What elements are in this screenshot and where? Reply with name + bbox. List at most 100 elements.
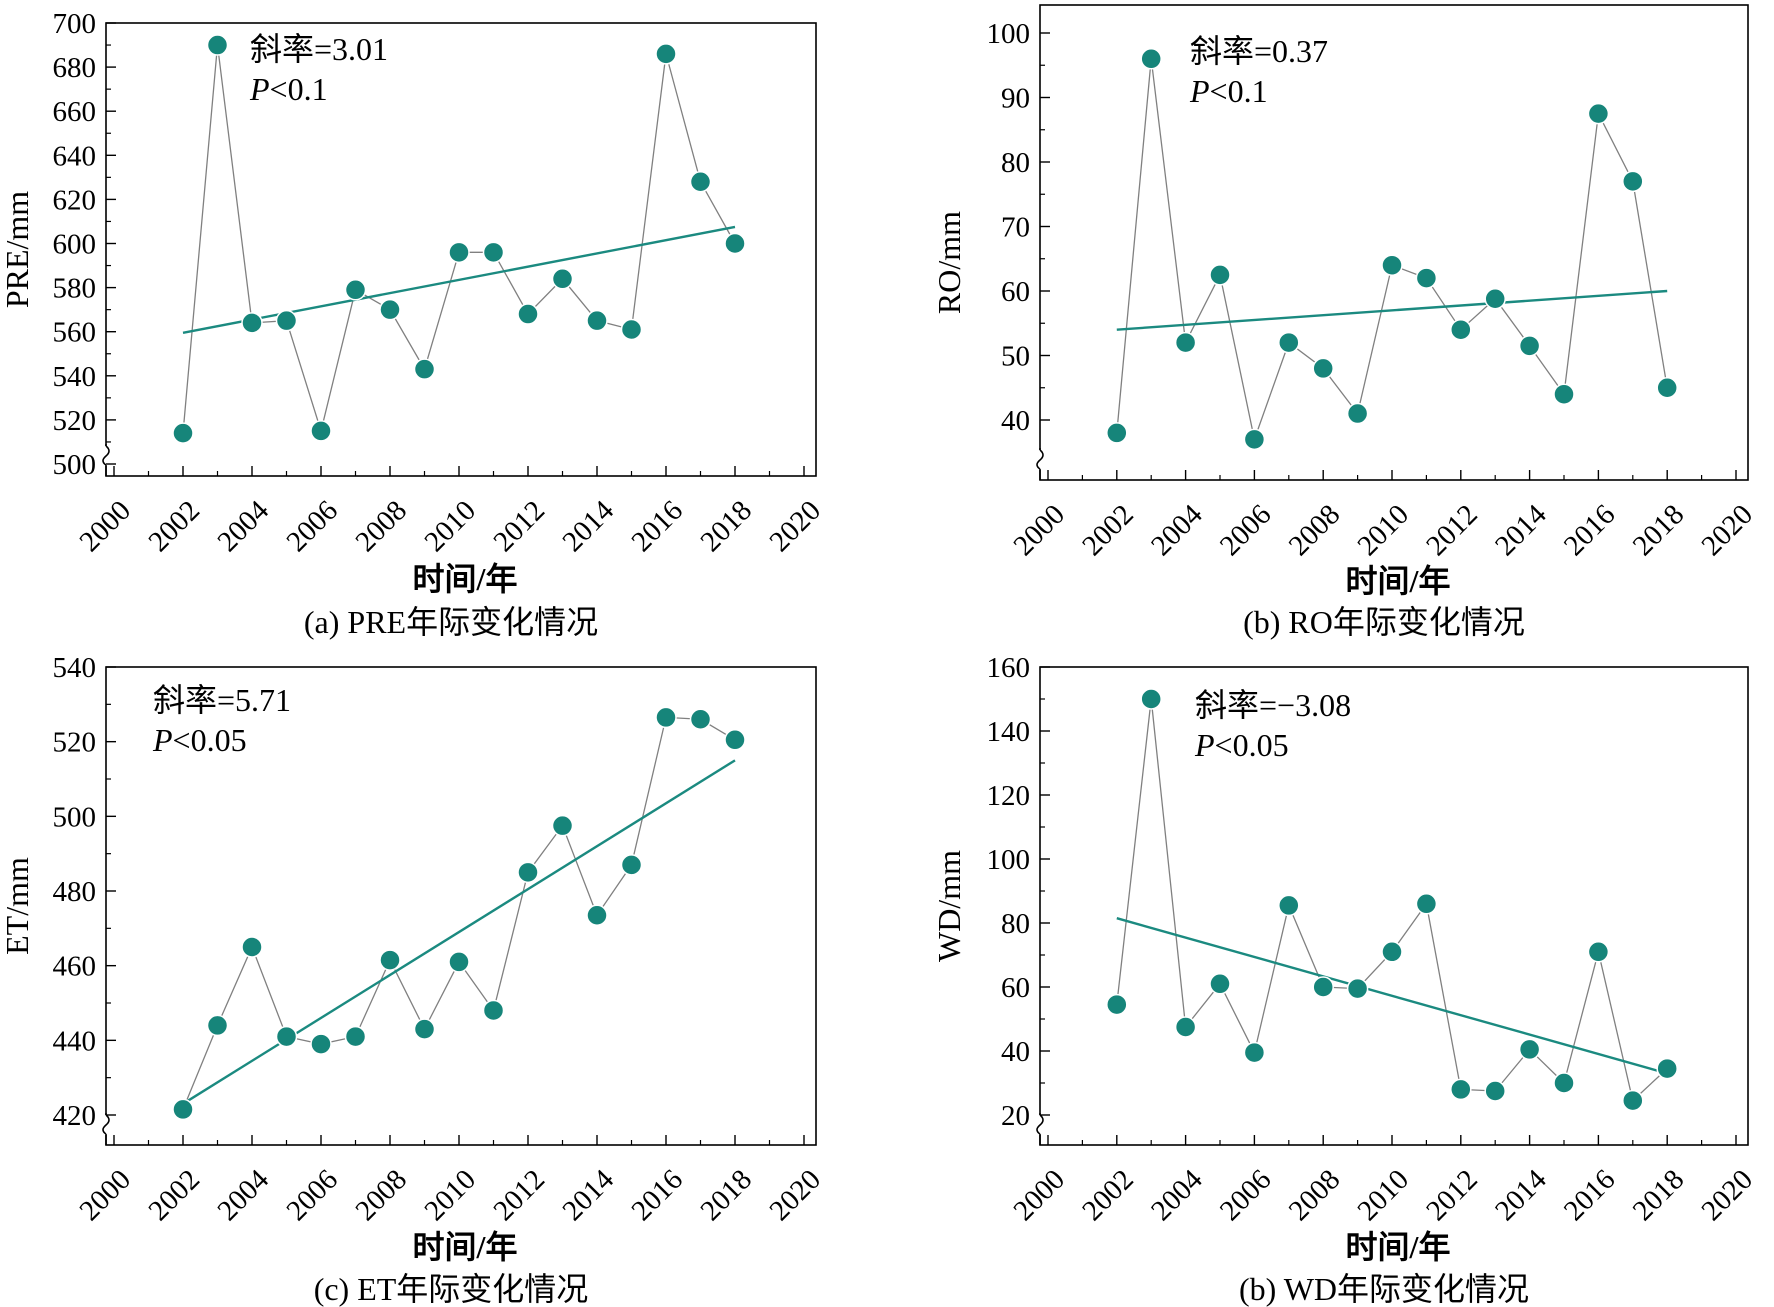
data-point-2008: [379, 949, 401, 971]
panel-caption: (b) WD年际变化情况: [1239, 1271, 1529, 1307]
trend-line: [1116, 289, 1668, 331]
y-tick-label: 60: [1001, 276, 1030, 308]
y-tick-label: 480: [53, 876, 97, 908]
panel-caption: (c) ET年际变化情况: [314, 1271, 589, 1307]
data-point-2014: [1518, 335, 1541, 357]
x-tick-label: 2000: [1007, 1163, 1071, 1227]
x-tick-label: 2000: [73, 1163, 137, 1227]
plot-frame: [105, 22, 817, 477]
data-point-2005: [1209, 973, 1231, 995]
y-tick-label: 60: [1001, 972, 1030, 1004]
y-tick-label: 80: [1001, 147, 1030, 179]
data-point-2005: [275, 309, 298, 332]
data-point-2006: [1243, 1041, 1266, 1064]
chart-panel-d: 20 40 60 80 100 120 140 160 2000 2002 2004 2006 2008…: [931, 652, 1759, 1307]
data-point-2009: [413, 358, 436, 380]
data-point-2008: [1312, 357, 1334, 380]
x-tick-label: 2004: [211, 1163, 275, 1227]
y-tick-label: 20: [1001, 1100, 1030, 1132]
data-point-2007: [344, 1025, 367, 1048]
data-point-2016: [1587, 941, 1610, 963]
data-point-2004: [241, 312, 263, 334]
data-point-2013: [1484, 1080, 1506, 1102]
data-point-2007: [1278, 331, 1300, 354]
slope-annotation: 斜率=5.71: [153, 682, 291, 718]
x-tick-label: 2008: [349, 494, 413, 558]
x-tick-label: 2010: [1351, 498, 1415, 562]
slope-annotation: 斜率=−3.08: [1195, 687, 1351, 723]
y-tick-label: 580: [53, 273, 97, 305]
x-tick-label: 2006: [280, 1163, 344, 1227]
y-axis-title: WD/mm: [931, 850, 967, 962]
y-tick-label: 40: [1001, 405, 1030, 437]
data-point-2017: [1622, 170, 1644, 193]
y-tick-label: 80: [1001, 908, 1030, 940]
data-point-2018: [724, 232, 746, 255]
data-point-2004: [1174, 1016, 1197, 1038]
data-point-2010: [1381, 254, 1403, 276]
data-point-2002: [172, 1098, 194, 1121]
slope-annotation: 斜率=3.01: [250, 31, 388, 67]
y-tick-label: 40: [1001, 1036, 1030, 1068]
data-point-2014: [586, 309, 608, 332]
data-point-2006: [1243, 428, 1266, 451]
x-tick-label: 2020: [763, 1163, 827, 1227]
x-tick-label: 2006: [280, 494, 344, 558]
plot-frame: [1039, 4, 1749, 481]
y-tick-label: 70: [1001, 212, 1030, 244]
y-axis-title: ET/mm: [0, 857, 35, 955]
x-tick-label: 2002: [1076, 1163, 1140, 1227]
data-point-2018: [1656, 377, 1678, 399]
y-tick-label: 90: [1001, 83, 1030, 115]
series-connector-line: [1116, 58, 1668, 442]
x-tick-label: 2014: [1489, 1163, 1553, 1227]
x-tick-label: 2018: [694, 1163, 758, 1227]
data-point-2012: [517, 861, 539, 884]
data-point-2009: [413, 1018, 436, 1040]
data-point-2015: [620, 318, 643, 341]
x-tick-label: 2010: [1351, 1163, 1415, 1227]
x-tick-label: 2018: [694, 494, 758, 558]
data-point-2013: [551, 268, 574, 290]
y-tick-label: 140: [987, 716, 1031, 748]
data-point-2011: [1415, 267, 1438, 289]
data-point-2003: [206, 1014, 229, 1037]
data-point-2016: [655, 706, 677, 729]
y-tick-label: 560: [53, 317, 97, 349]
data-point-2017: [1622, 1089, 1644, 1112]
x-tick-label: 2010: [418, 1163, 482, 1227]
data-point-2005: [275, 1025, 298, 1048]
data-point-2016: [655, 43, 677, 65]
y-tick-label: 540: [53, 361, 97, 393]
data-point-2007: [344, 279, 367, 301]
y-tick-label: 460: [53, 951, 97, 983]
y-tick-label: 660: [53, 96, 97, 128]
p-value-annotation: P<0.05: [152, 722, 247, 758]
y-tick-label: 100: [987, 18, 1031, 50]
data-point-2011: [482, 999, 505, 1022]
data-point-2002: [1106, 422, 1128, 444]
trend-line: [1116, 917, 1668, 1075]
x-tick-label: 2002: [1076, 498, 1140, 562]
x-tick-label: 2002: [142, 494, 206, 558]
x-tick-label: 2016: [1558, 498, 1622, 562]
x-tick-label: 2004: [1145, 1163, 1209, 1227]
data-point-2012: [517, 303, 539, 325]
x-tick-label: 2006: [1214, 1163, 1278, 1227]
x-tick-label: 2006: [1214, 498, 1278, 562]
data-point-2002: [1106, 993, 1128, 1016]
x-tick-label: 2008: [349, 1163, 413, 1227]
x-tick-label: 2016: [625, 1163, 689, 1227]
x-tick-label: 2018: [1627, 498, 1691, 562]
x-tick-label: 2012: [487, 494, 551, 558]
y-tick-label: 160: [987, 652, 1031, 684]
y-tick-label: 120: [987, 780, 1031, 812]
x-tick-label: 2008: [1283, 1163, 1347, 1227]
data-point-2011: [1415, 893, 1438, 915]
y-axis-title: RO/mm: [931, 211, 967, 314]
data-point-2010: [448, 241, 470, 264]
x-tick-label: 2014: [1489, 498, 1553, 562]
series-connector-line: [182, 716, 736, 1110]
